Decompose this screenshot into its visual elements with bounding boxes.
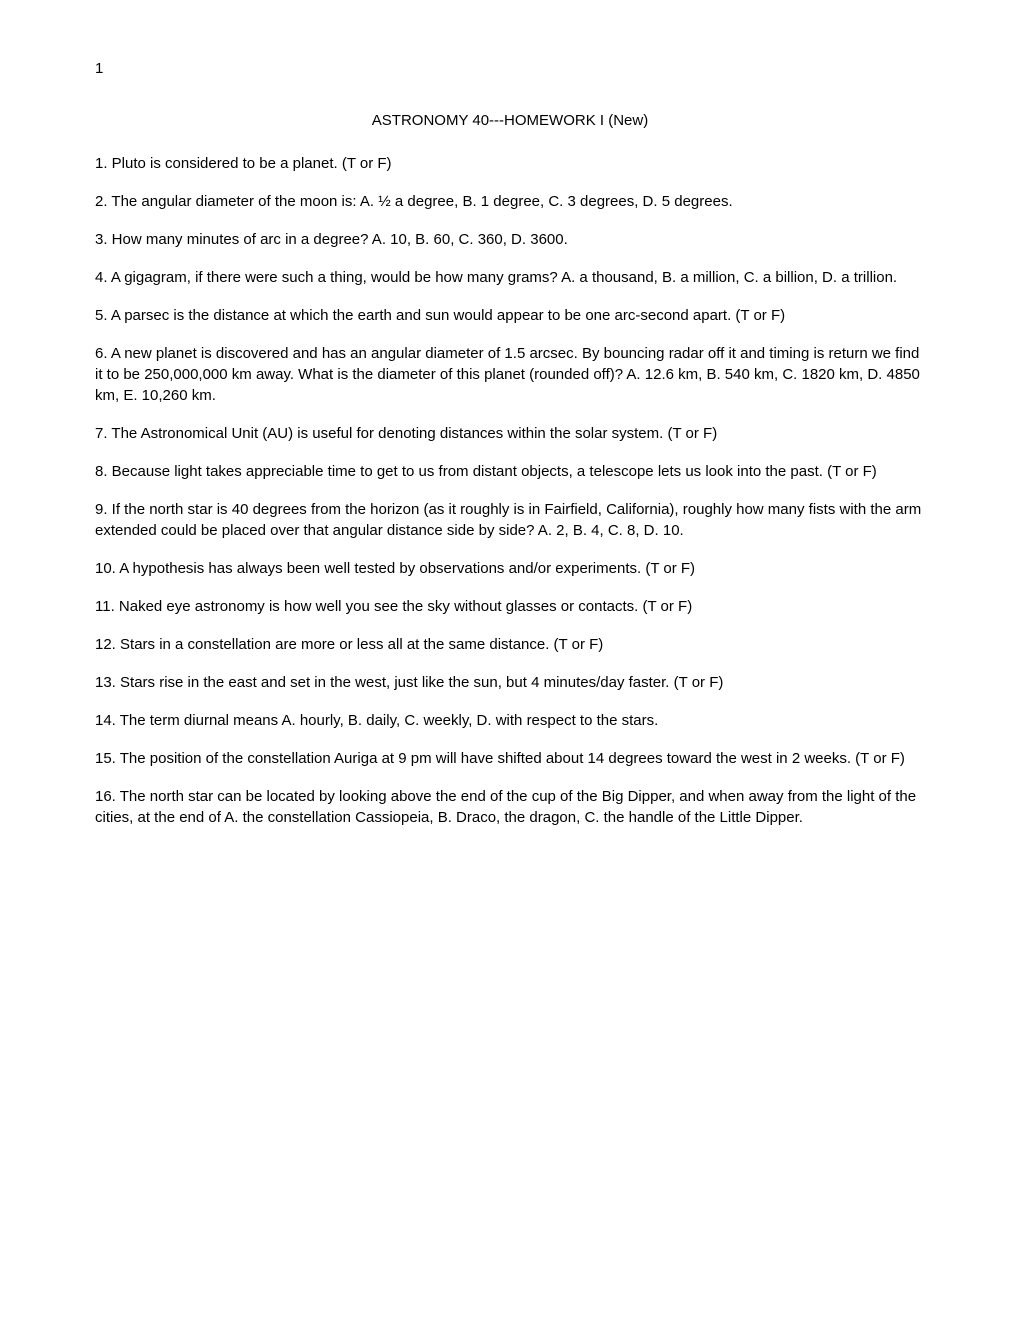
question-14: 14. The term diurnal means A. hourly, B.… [95,710,925,731]
question-3: 3. How many minutes of arc in a degree? … [95,229,925,250]
question-8: 8. Because light takes appreciable time … [95,461,925,482]
question-5: 5. A parsec is the distance at which the… [95,305,925,326]
question-15: 15. The position of the constellation Au… [95,748,925,769]
question-9: 9. If the north star is 40 degrees from … [95,499,925,541]
question-12: 12. Stars in a constellation are more or… [95,634,925,655]
question-7: 7. The Astronomical Unit (AU) is useful … [95,423,925,444]
question-16: 16. The north star can be located by loo… [95,786,925,828]
question-6: 6. A new planet is discovered and has an… [95,343,925,406]
question-11: 11. Naked eye astronomy is how well you … [95,596,925,617]
question-10: 10. A hypothesis has always been well te… [95,558,925,579]
question-1: 1. Pluto is considered to be a planet. (… [95,153,925,174]
question-13: 13. Stars rise in the east and set in th… [95,672,925,693]
question-4: 4. A gigagram, if there were such a thin… [95,267,925,288]
page-number: 1 [95,60,925,77]
document-title: ASTRONOMY 40---HOMEWORK I (New) [95,112,925,129]
question-2: 2. The angular diameter of the moon is: … [95,191,925,212]
